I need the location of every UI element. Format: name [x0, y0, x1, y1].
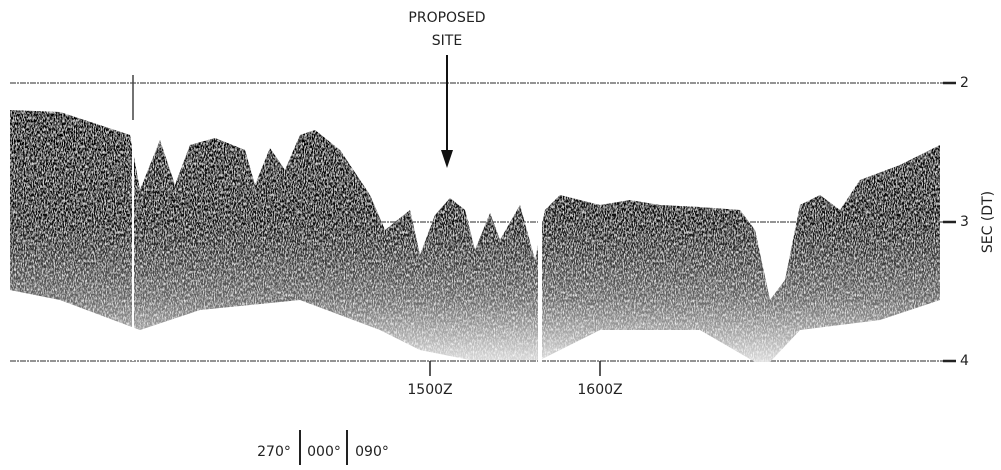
heading: 270° [257, 444, 291, 460]
y-tick-label: 2 [960, 75, 969, 91]
heading: 090° [355, 444, 389, 460]
reflector-texture [10, 110, 940, 362]
seafloor-reflector [10, 110, 940, 362]
x-tick-label: 1600Z [577, 382, 622, 398]
y-axis-label: SEC (DT) [980, 191, 996, 253]
arrow-head [441, 150, 453, 168]
y-tick-label: 3 [960, 214, 969, 230]
annotation: SITE [432, 33, 462, 49]
y-tick-label: 4 [960, 353, 969, 369]
heading: 000° [307, 444, 341, 460]
annotation: PROPOSED [408, 10, 485, 26]
x-tick-label: 1500Z [407, 382, 452, 398]
